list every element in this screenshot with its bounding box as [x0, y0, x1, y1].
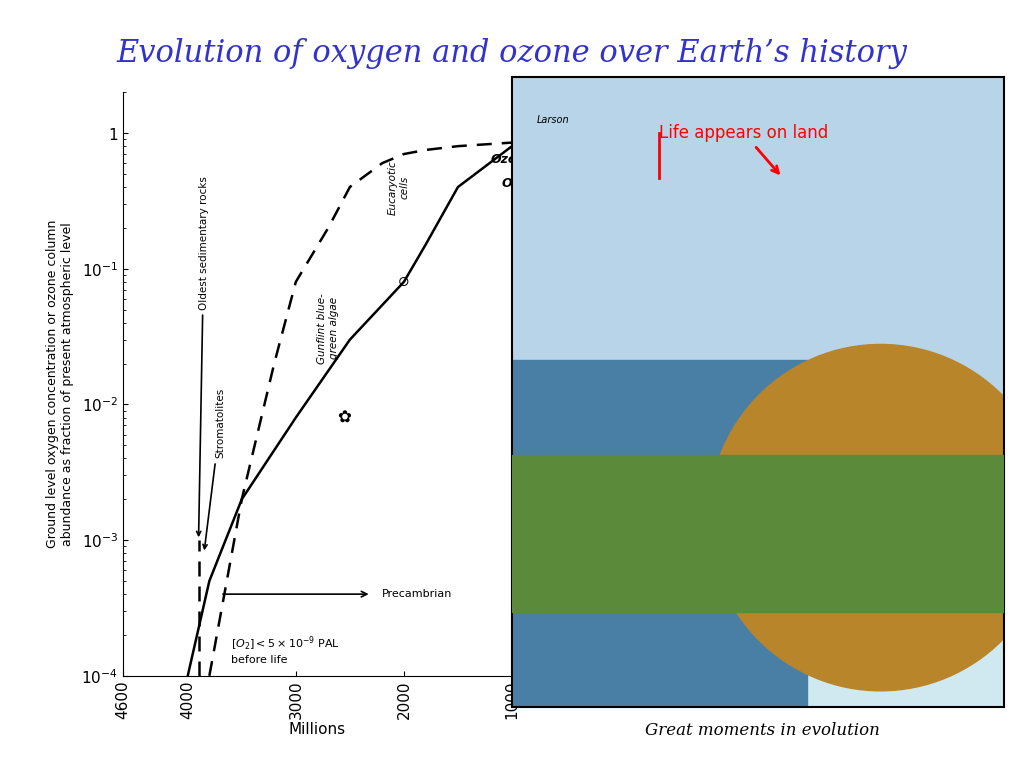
Ellipse shape [709, 344, 1024, 691]
Text: Ozone: Ozone [490, 153, 535, 166]
Bar [512, 77, 1004, 423]
Text: Great moments in evolution: Great moments in evolution [645, 722, 881, 739]
Text: Precambrian: Precambrian [382, 589, 453, 599]
Text: $[O_2] < 5 \times 10^{-9}$ PAL
before life: $[O_2] < 5 \times 10^{-9}$ PAL before li… [231, 635, 340, 665]
Bar [512, 360, 807, 707]
Text: Stromatolites: Stromatolites [203, 388, 225, 548]
Text: Eucaryotic
cells: Eucaryotic cells [388, 160, 410, 215]
Text: Evolution of oxygen and ozone over Earth’s history: Evolution of oxygen and ozone over Earth… [117, 38, 907, 69]
Text: ⊙: ⊙ [398, 275, 410, 289]
Text: Gunflint blue-
green algae: Gunflint blue- green algae [317, 293, 339, 363]
Y-axis label: Ground level oxygen concentration or ozone column
abundance as fraction of prese: Ground level oxygen concentration or ozo… [46, 220, 75, 548]
X-axis label: Millions: Millions [289, 722, 346, 737]
Text: Life appears on land: Life appears on land [659, 124, 828, 173]
Text: Oldest sedimentary rocks: Oldest sedimentary rocks [197, 176, 209, 535]
Text: ✿: ✿ [338, 409, 351, 426]
Bar [512, 455, 1004, 612]
Text: Oxyg.: Oxyg. [501, 177, 542, 190]
Text: Larson: Larson [537, 114, 569, 124]
